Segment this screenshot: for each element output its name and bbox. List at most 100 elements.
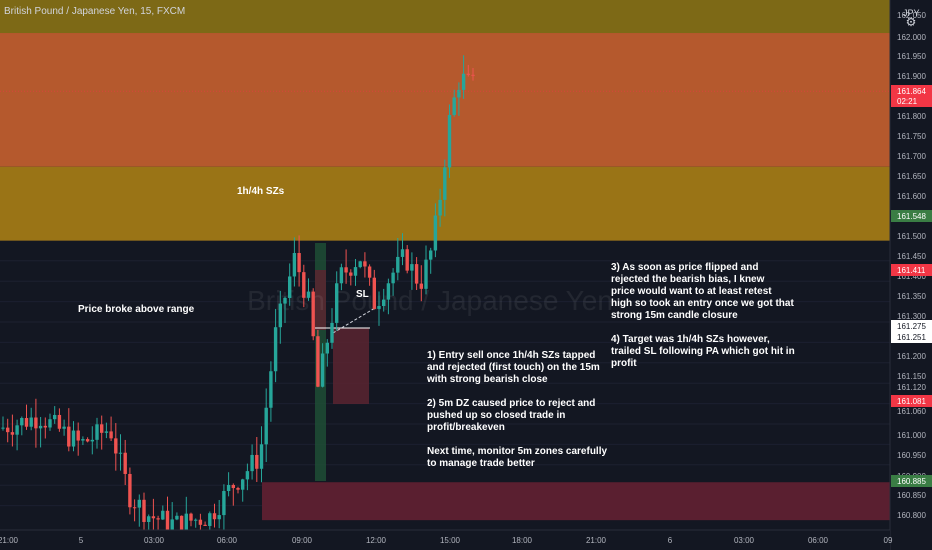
candle-body (461, 73, 466, 90)
price-marker-label: 161.864 (897, 87, 926, 96)
candles-group (1, 55, 475, 544)
time-tick: 5 (79, 536, 84, 545)
time-tick: 18:00 (512, 536, 533, 545)
price-tick: 161.200 (897, 352, 926, 361)
candle-body (302, 272, 306, 298)
candle-body (118, 452, 123, 454)
currency-label: JPY (903, 8, 920, 18)
price-tick: 161.800 (897, 112, 926, 121)
price-tick: 160.800 (897, 511, 926, 520)
candle-body (184, 513, 188, 533)
symbol-title: British Pound / Japanese Yen, 15, FXCM (4, 6, 186, 17)
short-position-box (333, 328, 369, 404)
candle-body (100, 424, 104, 433)
price-marker-label: 161.081 (897, 397, 926, 406)
candle-body (132, 507, 137, 509)
candle-body (358, 261, 362, 268)
price-tick: 161.750 (897, 132, 926, 141)
candle-body (386, 283, 391, 300)
price-marker-label: 161.548 (897, 212, 926, 221)
candle-body (34, 417, 38, 429)
candle-body (137, 499, 141, 508)
candle-body (123, 452, 127, 474)
candle-body (104, 431, 109, 433)
candle-body (198, 519, 203, 525)
price-marker (891, 475, 932, 487)
candle-body (292, 253, 297, 277)
price-tick: 160.950 (897, 451, 926, 460)
candle-body (283, 297, 287, 304)
candle-body (466, 73, 470, 75)
time-tick: 12:00 (366, 536, 387, 545)
sl-label: SL (356, 289, 369, 300)
candle-body (114, 438, 118, 454)
candle-body (85, 439, 90, 442)
candle-body (53, 414, 57, 420)
time-tick: 03:00 (734, 536, 755, 545)
candle-body (320, 353, 325, 387)
candle-body (48, 419, 52, 428)
candle-body (400, 249, 405, 257)
price-tick: 161.150 (897, 372, 926, 381)
time-tick: 15:00 (440, 536, 461, 545)
price-marker (891, 264, 932, 276)
sl-risk-box (315, 270, 326, 330)
candle-body (71, 430, 76, 447)
range-note: Price broke above range (78, 304, 195, 315)
candle-body (142, 499, 146, 522)
candle-body (43, 425, 47, 428)
price-tick: 161.300 (897, 312, 926, 321)
candle-body (452, 97, 456, 116)
price-tick: 161.650 (897, 172, 926, 181)
candle-body (10, 432, 15, 435)
candle-body (335, 283, 339, 323)
candle-body (245, 471, 250, 480)
price-marker (891, 85, 932, 107)
gear-icon[interactable]: ⚙ (905, 15, 917, 29)
candle-body (339, 267, 344, 284)
candle-body (38, 425, 43, 429)
time-tick: 21:00 (586, 536, 607, 545)
candle-body (62, 426, 66, 429)
price-tick: 161.400 (897, 272, 926, 281)
time-tick: 6 (668, 536, 673, 545)
candle-body (447, 115, 452, 168)
price-marker-label: 161.411 (897, 266, 926, 275)
price-marker-label: 160.885 (897, 477, 926, 486)
candle-body (231, 484, 235, 489)
candle-body (6, 427, 10, 433)
candle-body (189, 513, 193, 521)
candle-body (57, 414, 62, 429)
candle-body (353, 267, 358, 276)
candle-body (67, 426, 71, 447)
candle-body (165, 510, 170, 531)
price-tick: 161.500 (897, 232, 926, 241)
candle-body (311, 291, 315, 337)
candle-body (259, 444, 264, 469)
candle-body (457, 89, 461, 98)
candle-body (377, 306, 381, 309)
candle-body (367, 266, 372, 278)
candle-body (363, 261, 367, 267)
price-marker (891, 210, 932, 222)
candle-body (414, 264, 419, 284)
candle-body (344, 267, 348, 273)
price-tick: 161.350 (897, 292, 926, 301)
candle-body (410, 264, 414, 271)
candle-body (316, 336, 320, 387)
price-tick: 161.450 (897, 252, 926, 261)
price-tick: 161.950 (897, 52, 926, 61)
candle-body (203, 524, 207, 526)
price-marker-label: 161.251 (897, 333, 926, 342)
trade-path-line (332, 307, 376, 334)
zone-label: 1h/4h SZs (237, 186, 285, 197)
candle-body (264, 407, 268, 445)
candle-body (325, 342, 329, 354)
candle-body (288, 276, 292, 298)
candle-body (147, 516, 151, 522)
candle-body (433, 215, 438, 251)
time-tick: 09:00 (292, 536, 313, 545)
candle-body (419, 283, 423, 289)
